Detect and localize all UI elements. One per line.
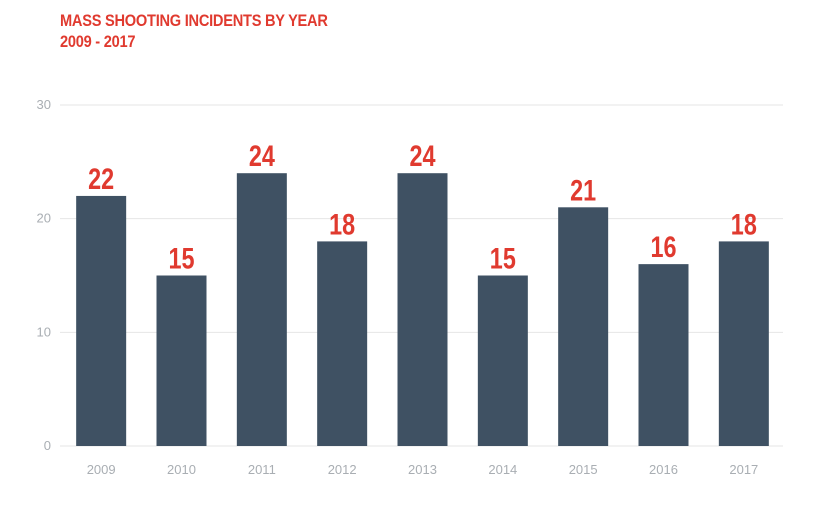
x-tick-label: 2017 — [729, 462, 758, 477]
bar — [477, 275, 528, 446]
data-label: 15 — [168, 242, 194, 275]
chart-title-block: MASS SHOOTING INCIDENTS BY YEAR 2009 - 2… — [60, 10, 328, 52]
x-tick-label: 2010 — [167, 462, 196, 477]
bar — [236, 173, 287, 446]
x-tick-label: 2015 — [569, 462, 598, 477]
x-tick-label: 2011 — [248, 462, 276, 477]
data-label: 18 — [731, 208, 757, 241]
data-label: 21 — [570, 174, 596, 207]
bar — [558, 207, 609, 446]
bar — [317, 241, 368, 446]
y-tick-label: 0 — [44, 438, 51, 453]
data-label: 18 — [329, 208, 355, 241]
data-label: 16 — [650, 230, 676, 263]
x-tick-label: 2016 — [649, 462, 678, 477]
x-tick-label: 2012 — [328, 462, 357, 477]
bar — [718, 241, 769, 446]
bar — [76, 195, 127, 446]
data-label: 22 — [88, 162, 114, 195]
y-tick-label: 30 — [37, 97, 51, 112]
y-tick-label: 10 — [37, 324, 51, 339]
y-tick-label: 20 — [37, 211, 51, 226]
x-tick-label: 2013 — [408, 462, 437, 477]
x-tick-label: 2014 — [488, 462, 517, 477]
chart-subtitle: 2009 - 2017 — [60, 32, 136, 51]
bar — [156, 275, 207, 446]
bar — [397, 173, 448, 446]
data-label: 24 — [249, 139, 275, 172]
bar — [638, 264, 689, 446]
chart-title: MASS SHOOTING INCIDENTS BY YEAR — [60, 11, 328, 30]
data-label: 24 — [409, 139, 435, 172]
data-label: 15 — [490, 242, 516, 275]
x-tick-label: 2009 — [87, 462, 116, 477]
